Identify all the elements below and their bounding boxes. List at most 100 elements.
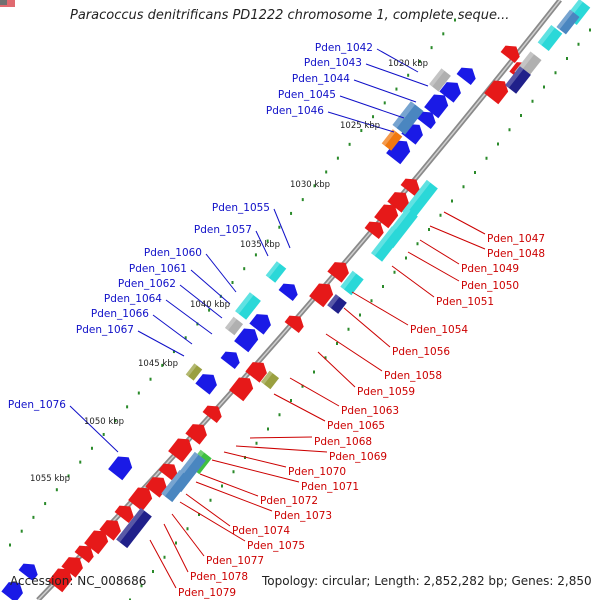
inner-tick (325, 170, 328, 174)
gene-label-forward: Pden_1062 (118, 278, 176, 290)
leader-reverse (171, 513, 205, 557)
gene-forward-blue (249, 314, 271, 335)
gene-label-forward: Pden_1064 (104, 293, 162, 305)
gene-box-gray-shine (224, 316, 237, 331)
inner-tick (184, 336, 187, 340)
accession-text: Accession: NC_008686 (10, 574, 147, 588)
gene-label-reverse: Pden_1056 (392, 346, 450, 358)
gene-box-orange-shine (381, 129, 396, 146)
gene-box-gray (224, 316, 244, 336)
gene-box-cyan-group (537, 25, 563, 51)
gene-label-forward: Pden_1046 (266, 105, 324, 117)
gene-box-steel-group (392, 101, 424, 135)
inner-tick (208, 308, 211, 312)
kbp-label: 1045 kbp (138, 359, 178, 369)
outer-tick (543, 85, 545, 89)
leader-forward (353, 79, 417, 103)
outer-tick (129, 598, 131, 600)
leader-reverse (391, 265, 435, 298)
outer-tick (359, 313, 361, 317)
gene-label-reverse: Pden_1078 (190, 571, 248, 583)
outer-tick (221, 484, 223, 488)
leader-forward (255, 230, 269, 257)
leader-forward (273, 208, 291, 249)
kbp-label: 1050 kbp (84, 417, 124, 427)
gene-box-steel-shine (161, 469, 184, 497)
gene-label-forward: Pden_1045 (278, 89, 336, 101)
gene-reverse-red-group (74, 545, 94, 564)
gene-box-navy-shine (116, 507, 145, 543)
gene-label-reverse: Pden_1068 (314, 436, 372, 448)
gene-box-gray (0, 0, 7, 5)
outer-tick (324, 356, 327, 360)
inner-tick (137, 391, 140, 395)
gene-reverse-red-group (202, 405, 222, 424)
leader-reverse (195, 481, 273, 512)
gene-reverse-red-group (145, 477, 167, 498)
gene-box-steel (161, 469, 191, 503)
gene-box-navy (505, 66, 531, 94)
gene-label-reverse: Pden_1077 (206, 555, 264, 567)
leader-reverse (317, 351, 356, 388)
inner-tick (407, 73, 410, 77)
gene-label-reverse: Pden_1047 (487, 233, 545, 245)
gene-reverse-red (84, 530, 109, 555)
gene-reverse-red-group (185, 424, 207, 445)
gene-box-pink-group (0, 0, 15, 7)
gene-box-cyan (402, 179, 438, 221)
leader-reverse (429, 225, 486, 250)
gene-forward-blue (220, 351, 240, 370)
gene-label-reverse: Pden_1059 (357, 386, 415, 398)
outer-tick (209, 498, 212, 502)
gene-box-navy-shine (505, 66, 524, 89)
gene-label-forward: Pden_1042 (315, 42, 373, 54)
gene-reverse-red (99, 520, 121, 541)
gene-label-reverse: Pden_1079 (178, 587, 236, 599)
leader-reverse (273, 393, 326, 422)
gene-reverse-red (202, 405, 222, 424)
gene-box-gray (429, 68, 451, 92)
leader-forward (365, 63, 429, 87)
gene-reverse-red (484, 80, 509, 105)
gene-box-steel-group (161, 469, 191, 503)
inner-tick (79, 460, 82, 464)
outer-tick (163, 555, 166, 559)
gene-forward-blue (108, 456, 133, 481)
outer-tick (255, 441, 258, 445)
kbp-label: 1020 kbp (388, 59, 428, 69)
gene-box-cyan-group (340, 270, 364, 296)
gene-box-navy-group (505, 66, 531, 94)
outer-tick (428, 228, 430, 231)
kbp-labels: 1020 kbp 1025 kbp 1030 kbp 1035 kbp 1040 kbp… (30, 59, 428, 484)
outer-tick (566, 57, 568, 60)
gene-box-cyan-shine (371, 226, 396, 256)
inner-tick (360, 129, 363, 133)
kbp-label: 1040 kbp (190, 300, 230, 310)
leader-forward (376, 48, 419, 73)
topology-summary: Topology: circular; Length: 2,852,282 bp… (262, 574, 592, 588)
gene-reverse-red-group (99, 520, 121, 541)
outer-tick (313, 370, 315, 374)
inner-tick (301, 198, 304, 202)
outer-tick (301, 384, 304, 388)
outer-tick (278, 413, 281, 417)
gene-box-olive-shine (260, 370, 273, 385)
gene-box-pink (0, 0, 15, 7)
outer-tick (508, 128, 511, 132)
outer-tick (485, 156, 488, 160)
gene-forward-blue-group (195, 374, 217, 395)
gene-label-forward: Pden_1044 (292, 73, 350, 85)
inner-tick (55, 488, 58, 492)
gene-reverse-red-group (229, 377, 254, 402)
gene-label-forward: Pden_1076 (8, 399, 66, 411)
gene-reverse-red (327, 262, 349, 283)
leader-forward (205, 253, 237, 293)
outer-tick (462, 185, 465, 189)
outer-tick (474, 171, 476, 174)
leader-reverse (163, 523, 189, 573)
gene-box-cyan (340, 270, 364, 296)
gene-reverse-red-group (327, 262, 349, 283)
inner-tick (243, 267, 246, 271)
gene-forward-blue-group (249, 314, 271, 335)
gene-label-reverse: Pden_1072 (260, 495, 318, 507)
